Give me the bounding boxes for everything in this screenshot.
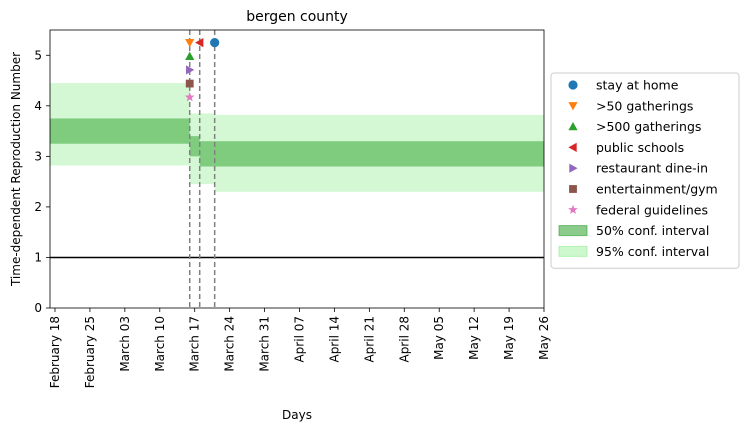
y-tick-label-5: 5 <box>34 48 42 62</box>
legend-marker-6 <box>568 204 578 214</box>
x-tick-label-4: March 17 <box>188 316 202 372</box>
x-tick-label-14: May 26 <box>537 316 551 360</box>
x-tick-label-9: April 21 <box>362 316 376 363</box>
legend-label-1: >50 gatherings <box>596 98 693 113</box>
legend-marker-2 <box>568 122 578 131</box>
legend-label-3: public schools <box>596 140 684 155</box>
legend-marker-3 <box>568 142 577 152</box>
marker-entertainment-gym <box>185 79 194 88</box>
y-tick-label-1: 1 <box>34 250 42 264</box>
plot-area <box>50 30 545 308</box>
x-tick-label-5: March 24 <box>223 316 237 372</box>
y-tick-label-2: 2 <box>34 200 42 214</box>
marker-restaurant-dine-in <box>186 65 195 75</box>
x-tick-label-13: May 19 <box>502 316 516 360</box>
legend-label-6: federal guidelines <box>596 202 708 217</box>
legend-label-8: 95% conf. interval <box>596 244 709 259</box>
y-axis-label: Time-dependent Reproduction Number <box>9 52 23 287</box>
legend-swatch-7 <box>558 225 588 237</box>
marker-500-gatherings <box>185 51 195 60</box>
marker-50-gatherings <box>185 38 195 48</box>
intervention-lines <box>188 30 216 308</box>
marker-public-schools <box>195 38 204 48</box>
x-tick-label-6: March 31 <box>258 316 272 372</box>
legend-swatch-8 <box>558 245 588 257</box>
confidence-bands <box>50 83 545 192</box>
x-axis: February 18 February 25 March 03 March 10 Ma… <box>48 308 551 388</box>
legend-label-7: 50% conf. interval <box>596 223 709 238</box>
x-tick-label-0: February 18 <box>48 316 62 388</box>
y-tick-label-0: 0 <box>34 301 42 315</box>
legend-marker-1 <box>568 102 578 111</box>
plot-frame <box>49 29 545 309</box>
y-axis: 0 1 2 3 4 5 <box>34 48 50 315</box>
legend-marker-5 <box>569 185 577 193</box>
intervention-markers <box>184 38 220 102</box>
marker-federal-guidelines <box>184 92 195 102</box>
x-tick-label-8: April 14 <box>327 316 341 363</box>
legend: stay at home >50 gatherings >500 gathering… <box>550 72 740 269</box>
legend-label-2: >500 gatherings <box>596 119 701 134</box>
x-tick-label-11: May 05 <box>432 316 446 360</box>
legend-marker-0 <box>568 80 578 90</box>
interval-band-50-1 <box>189 136 200 157</box>
y-tick-label-4: 4 <box>34 99 42 113</box>
y-tick-label-3: 3 <box>34 149 42 163</box>
chart-title: bergen county <box>246 9 348 25</box>
legend-marker-4 <box>569 163 578 173</box>
x-axis-label: Days <box>282 408 312 422</box>
legend-label-0: stay at home <box>596 78 679 93</box>
marker-stay-at-home <box>210 38 220 48</box>
x-tick-label-12: May 12 <box>467 316 481 360</box>
legend-label-4: restaurant dine-in <box>596 161 708 176</box>
x-tick-label-10: April 28 <box>397 316 411 363</box>
legend-box <box>550 72 740 269</box>
x-tick-label-7: April 07 <box>292 316 306 363</box>
interval-band-50-0 <box>50 118 190 144</box>
x-tick-label-1: February 25 <box>83 316 97 388</box>
legend-label-5: entertainment/gym <box>596 182 718 197</box>
interval-band-50-2 <box>199 141 545 167</box>
x-tick-label-3: March 10 <box>153 316 167 372</box>
x-tick-label-2: March 03 <box>118 316 132 372</box>
